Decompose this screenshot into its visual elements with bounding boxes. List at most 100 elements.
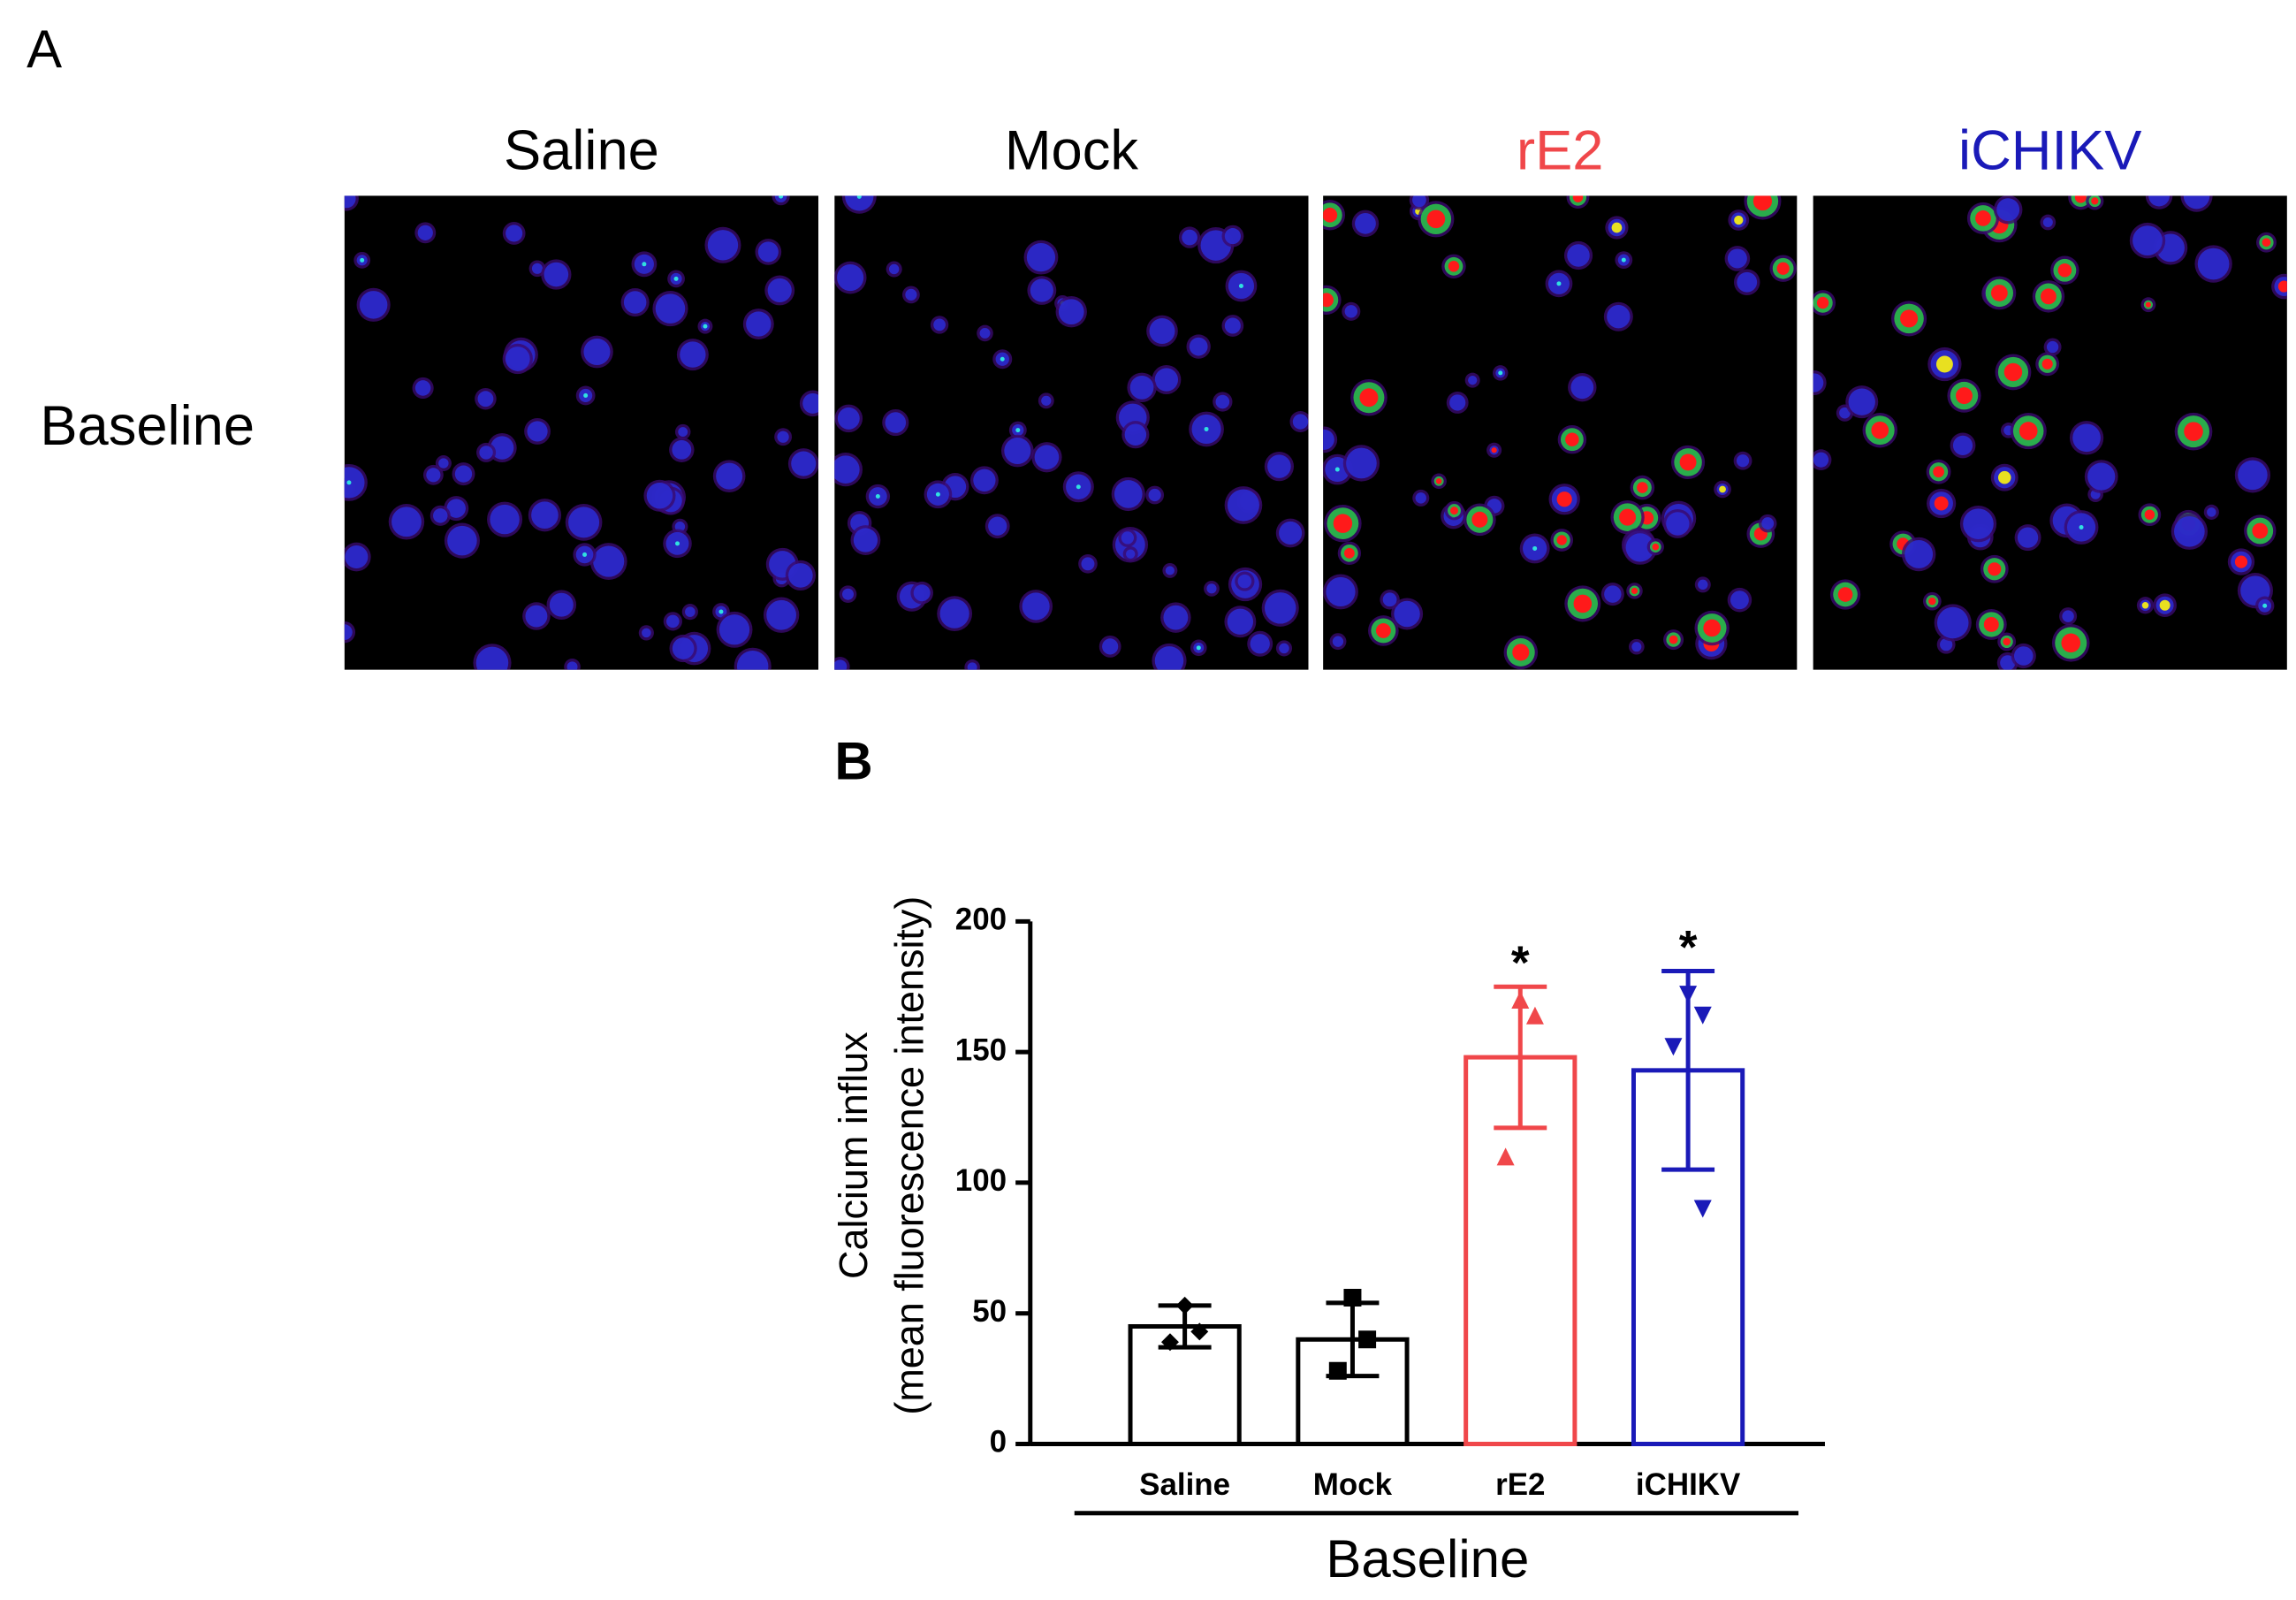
data-point [1679, 986, 1698, 1004]
data-point [1160, 1333, 1179, 1352]
cell [678, 427, 688, 438]
cell [2145, 301, 2151, 308]
cell [646, 483, 673, 509]
cell [1730, 590, 1749, 610]
cell [2074, 195, 2087, 203]
cell [2040, 288, 2057, 305]
x-tick-label: iCHIKV [1636, 1467, 1741, 1502]
cell [1956, 387, 1973, 405]
cell [1990, 285, 2008, 301]
cell [1450, 507, 1458, 515]
cell [1572, 195, 1584, 202]
cell [1154, 646, 1184, 670]
panel-label: A [27, 19, 62, 79]
x-axis-label: Baseline [1326, 1529, 1529, 1589]
cell [1227, 489, 1259, 522]
cell [1004, 438, 1031, 465]
data-point [1343, 1288, 1362, 1307]
cell [2079, 524, 2084, 530]
cell [845, 195, 874, 211]
cell [2148, 195, 2171, 207]
cell [527, 421, 548, 442]
cell [1394, 600, 1420, 628]
cell [593, 545, 625, 577]
cell [1343, 547, 1355, 559]
data-point [1358, 1330, 1377, 1349]
cell [623, 291, 647, 314]
cell [1227, 608, 1254, 635]
cell [1719, 485, 1726, 493]
cell [2262, 603, 2268, 608]
cell [1375, 623, 1391, 638]
cell [1030, 278, 1053, 302]
cell [1813, 452, 1829, 468]
cell [2061, 633, 2081, 653]
cell [417, 225, 433, 240]
cell [1382, 592, 1397, 607]
cell [1359, 388, 1379, 408]
data-point [1175, 1296, 1194, 1314]
cells [1813, 195, 2287, 670]
cell [1983, 616, 1999, 632]
cell [1669, 635, 1678, 644]
cell [2183, 195, 2210, 210]
cell [392, 507, 422, 537]
cell [360, 257, 365, 263]
cell [1124, 423, 1147, 446]
cell [1015, 428, 1021, 433]
cell [2062, 610, 2074, 622]
cell [1816, 296, 1829, 309]
cell [490, 504, 520, 535]
cell [1237, 574, 1252, 589]
cell [1607, 305, 1631, 329]
cell [933, 318, 946, 331]
cell [1975, 210, 1991, 226]
cell [1026, 243, 1056, 272]
cell [1988, 562, 2002, 576]
cell [2141, 601, 2149, 609]
cell [885, 412, 907, 433]
cell [1963, 508, 1994, 539]
cells [1323, 195, 1797, 670]
cell [525, 605, 548, 628]
micrograph [344, 195, 819, 670]
cell [1165, 566, 1175, 575]
error-bar [1661, 969, 1715, 1172]
cell [2144, 509, 2155, 520]
cell [1126, 549, 1136, 559]
cell [1736, 454, 1750, 468]
cell [666, 614, 680, 629]
cell [479, 446, 493, 460]
cell [1250, 634, 1270, 654]
cell [1415, 492, 1426, 504]
cell [1206, 583, 1217, 594]
data-point [1511, 991, 1530, 1010]
cell [718, 614, 750, 645]
x-tick-label: Saline [1139, 1467, 1230, 1502]
cell [1323, 429, 1334, 450]
y-tick-label: 200 [955, 903, 1007, 937]
cell [1189, 337, 1208, 356]
y-axis-label: Calcium influx [831, 1032, 876, 1279]
cell [791, 451, 817, 476]
cell [1121, 531, 1135, 545]
cell [1034, 445, 1060, 470]
cell [1940, 638, 1953, 651]
cell [746, 311, 772, 337]
cell [1471, 511, 1488, 528]
cell [1154, 368, 1179, 392]
cell [1631, 642, 1642, 652]
data-point [1693, 1006, 1712, 1025]
cell [1267, 454, 1291, 478]
cell [1996, 198, 2020, 222]
data-point [1496, 1147, 1515, 1166]
cell [447, 525, 477, 556]
cell [1619, 508, 1637, 526]
cell [1114, 480, 1143, 508]
cell [2174, 515, 2205, 547]
cell [1900, 309, 1919, 328]
cell [531, 263, 543, 274]
cell [1076, 484, 1081, 490]
cell [1737, 271, 1758, 293]
